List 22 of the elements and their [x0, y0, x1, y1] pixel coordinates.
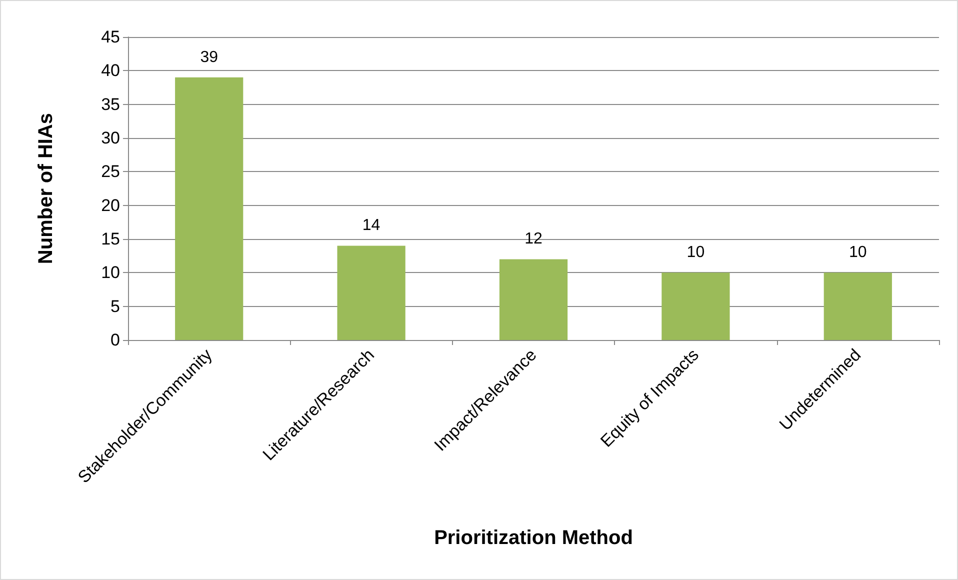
y-axis-title: Number of HIAs: [35, 112, 57, 264]
y-tick-label: 30: [101, 128, 120, 148]
bar: [337, 246, 406, 340]
y-tick-label: 40: [101, 61, 120, 80]
y-tick-label: 15: [101, 230, 120, 248]
data-label: 12: [524, 230, 542, 248]
data-label: 10: [686, 244, 705, 262]
bar: [824, 272, 892, 340]
data-label: 10: [849, 244, 867, 262]
y-tick-label: 45: [101, 28, 120, 46]
y-tick-label: 10: [101, 263, 120, 282]
y-tick-label: 20: [101, 196, 120, 215]
data-label: 39: [200, 48, 218, 66]
y-tick-label: 35: [101, 94, 120, 114]
y-tick-label: 5: [110, 296, 120, 316]
y-tick-label: 0: [110, 330, 120, 350]
y-tick-label: 25: [101, 162, 120, 182]
x-axis-title: Prioritization Method: [434, 527, 633, 549]
bar: [499, 259, 568, 340]
bar: [662, 272, 730, 340]
bar: [175, 77, 244, 340]
data-label: 14: [362, 217, 380, 234]
